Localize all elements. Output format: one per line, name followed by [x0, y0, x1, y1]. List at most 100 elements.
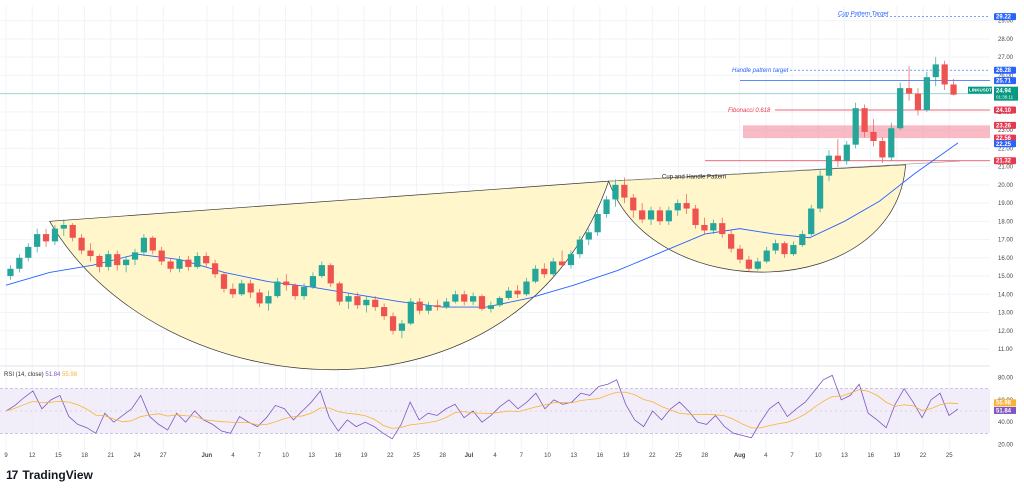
candle: [763, 246, 770, 264]
candle-body: [220, 274, 228, 289]
price-axis[interactable]: 29.0028.0027.0026.0025.0024.0023.0022.00…: [968, 13, 1018, 448]
candle-body: [60, 224, 67, 229]
candle: [843, 141, 850, 165]
price-tick-label: 23.00: [998, 128, 1014, 134]
rsi-line: [5, 374, 959, 440]
candle-body: [478, 296, 486, 309]
time-tick-label: 28: [701, 453, 708, 459]
candle-body: [683, 203, 690, 209]
candle: [416, 297, 423, 315]
candle-body: [665, 210, 672, 222]
candle: [51, 224, 59, 246]
candle-body: [576, 239, 583, 255]
last-price-countdown: 01:36:11: [996, 95, 1014, 100]
candle: [487, 301, 495, 313]
candle-body: [603, 199, 610, 215]
candle: [194, 252, 201, 269]
candle: [105, 250, 112, 271]
candle-body: [345, 296, 352, 302]
time-tick-label: 24: [134, 453, 141, 459]
candle-body: [496, 297, 503, 306]
candle: [772, 239, 779, 255]
cup-target-label: Cup Pattern Target: [838, 12, 889, 18]
candle-body: [897, 88, 904, 129]
candle: [96, 254, 103, 273]
candle-body: [870, 131, 877, 142]
candle-body: [772, 243, 779, 251]
tradingview-brand[interactable]: 17 TradingView: [6, 468, 93, 482]
price-tick-label: 20.00: [998, 183, 1014, 189]
candle-body: [808, 208, 815, 235]
candle-body: [594, 214, 601, 233]
candle: [372, 296, 379, 311]
candle: [25, 243, 32, 262]
candle: [69, 223, 76, 242]
candle: [656, 206, 664, 225]
brand-name: TradingView: [22, 468, 93, 482]
time-tick-label: 19: [894, 453, 901, 459]
candle-body: [309, 276, 317, 288]
candle: [532, 265, 539, 284]
rsi-tick-label: 80.00: [998, 376, 1014, 382]
symbol-badge-bg: [968, 86, 992, 94]
price-badge-bg: [994, 121, 1016, 129]
last-price-value: 24.94: [996, 89, 1012, 95]
price-tick-label: 13.00: [998, 311, 1014, 317]
candle: [879, 137, 886, 163]
ma-line: [5, 142, 959, 308]
price-badge: 21.32: [994, 157, 1016, 165]
candle: [16, 254, 23, 273]
candle-body: [843, 144, 850, 162]
time-axis[interactable]: 9 12 15 18 21 24 27 Jun 4 7 10 13 16 19 22 25 28 Jul 4 7 10 1…: [4, 453, 953, 459]
candle-body: [816, 175, 824, 209]
candle: [283, 274, 290, 291]
candle: [603, 195, 610, 218]
candle-body: [745, 259, 753, 269]
candle-body: [140, 237, 148, 253]
price-tick-label: 11.00: [998, 347, 1013, 353]
candle: [42, 228, 50, 247]
candle-body: [710, 223, 717, 231]
tradingview-logo-icon: 17: [6, 468, 18, 482]
last-price-bg: [994, 86, 1018, 101]
candle-body: [523, 281, 530, 295]
candles: [7, 57, 957, 339]
rsi-legend-value: 51.84: [45, 372, 62, 378]
candle-body: [932, 64, 939, 78]
candle: [122, 255, 130, 273]
candle-body: [950, 84, 957, 95]
candle: [523, 277, 530, 297]
candle-body: [398, 323, 406, 331]
price-tick-label: 17.00: [998, 238, 1014, 244]
candle: [825, 150, 833, 182]
candle-body: [292, 285, 299, 297]
candle-body: [469, 296, 477, 302]
candle-body: [443, 301, 450, 308]
candle-body: [621, 184, 628, 198]
handle-shape: [608, 164, 906, 273]
candle-body: [461, 294, 468, 302]
candle-body: [941, 64, 948, 85]
rsi-pane: RSI (14, close) 51.84 55.98: [0, 372, 990, 440]
candle: [149, 235, 156, 255]
time-tick-label: 25: [413, 453, 420, 459]
candle: [443, 297, 450, 309]
candle-body: [185, 259, 192, 267]
candle: [229, 283, 236, 298]
candle: [327, 263, 334, 288]
candle-body: [381, 307, 388, 317]
candle: [398, 319, 406, 339]
candle: [621, 177, 628, 204]
candle: [34, 228, 41, 253]
candle: [790, 241, 797, 256]
candle: [265, 290, 272, 311]
candle: [381, 303, 388, 320]
candle-body: [372, 299, 379, 308]
candle: [558, 250, 566, 267]
time-tick-label: 25: [946, 453, 953, 459]
candle: [300, 283, 308, 300]
candle-body: [318, 265, 325, 277]
candle: [220, 272, 228, 293]
